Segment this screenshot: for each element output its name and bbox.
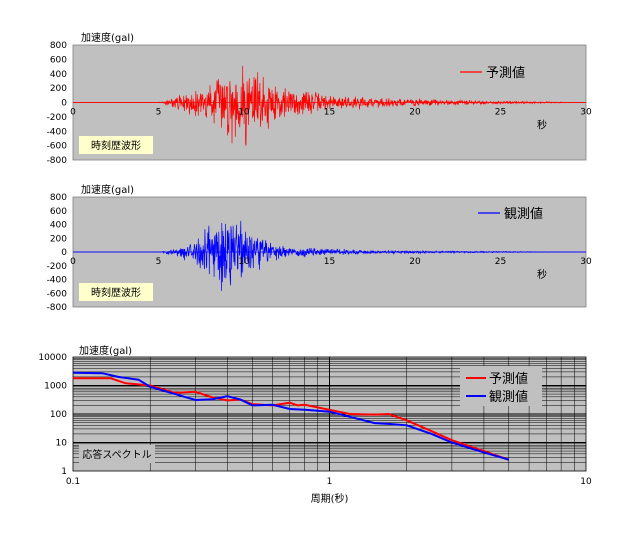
x-tick-label: 20	[409, 257, 421, 267]
x-unit-label: 秒	[537, 119, 547, 132]
x-tick-label: 5	[156, 108, 162, 118]
x-tick-label: 20	[409, 108, 421, 118]
tag-label: 時刻歴波形	[91, 139, 141, 152]
y-tick-label: 600	[50, 207, 67, 217]
legend-box	[452, 63, 552, 81]
legend-label: 観測値	[489, 389, 528, 405]
y-tick-label: -200	[47, 262, 68, 272]
tag-box	[79, 283, 153, 301]
tag-box	[79, 445, 155, 463]
x-tick-label: 0	[70, 257, 76, 267]
y-tick-label: 200	[50, 84, 67, 94]
x-tick-label: 5	[156, 257, 162, 267]
y-axis-label: 加速度(gal)	[81, 31, 134, 44]
x-tick-label: 1	[327, 477, 333, 487]
series-line-観測値	[72, 371, 510, 461]
y-tick-label: 400	[50, 70, 67, 80]
y-tick-label: 800	[50, 193, 67, 203]
y-tick-label: 100	[50, 410, 67, 420]
y-tick-label: 200	[50, 234, 67, 244]
legend-label: 予測値	[486, 65, 525, 81]
y-tick-label: -200	[47, 113, 68, 123]
y-tick-label: 600	[50, 55, 67, 65]
y-tick-label: -600	[47, 289, 68, 299]
y-tick-label: 1000	[44, 382, 67, 392]
y-tick-label: 400	[50, 221, 67, 231]
y-tick-label: -800	[47, 303, 68, 313]
tag-box	[79, 136, 153, 154]
y-tick-label: 0	[61, 248, 67, 258]
y-axis-label: 加速度(gal)	[79, 344, 132, 357]
y-tick-label: -400	[47, 276, 68, 286]
tag-label: 時刻歴波形	[91, 286, 141, 299]
x-tick-label: 30	[580, 108, 592, 118]
y-tick-label: -400	[47, 127, 68, 137]
y-tick-label: 10	[56, 439, 68, 449]
tag-label: 応答スペクトル	[82, 448, 151, 461]
x-unit-label: 秒	[537, 268, 547, 281]
x-tick-label: 25	[495, 108, 506, 118]
series-line-観測値	[73, 220, 586, 291]
legend-box	[460, 366, 542, 406]
series-line-予測値	[73, 65, 586, 146]
y-tick-label: 10000	[38, 353, 67, 363]
series-line-予測値	[73, 377, 510, 461]
x-tick-label: 10	[580, 477, 592, 487]
x-tick-label: 10	[238, 108, 250, 118]
legend-label: 予測値	[489, 371, 528, 387]
x-tick-label: 15	[324, 108, 335, 118]
y-tick-label: -800	[47, 156, 68, 166]
x-tick-label: 0	[70, 108, 76, 118]
y-tick-label: 800	[50, 41, 67, 51]
y-tick-label: -600	[47, 142, 68, 152]
legend-box	[470, 204, 566, 222]
x-tick-label: 30	[580, 257, 592, 267]
y-tick-label: 1	[61, 467, 67, 477]
x-axis-label: 周期(秒)	[311, 492, 349, 505]
x-tick-label: 25	[495, 257, 506, 267]
x-tick-label: 0.1	[66, 477, 80, 487]
x-tick-label: 15	[324, 257, 335, 267]
y-tick-label: 0	[61, 99, 67, 109]
legend-label: 観測値	[504, 206, 543, 222]
x-tick-label: 10	[238, 257, 250, 267]
y-axis-label: 加速度(gal)	[81, 183, 134, 196]
